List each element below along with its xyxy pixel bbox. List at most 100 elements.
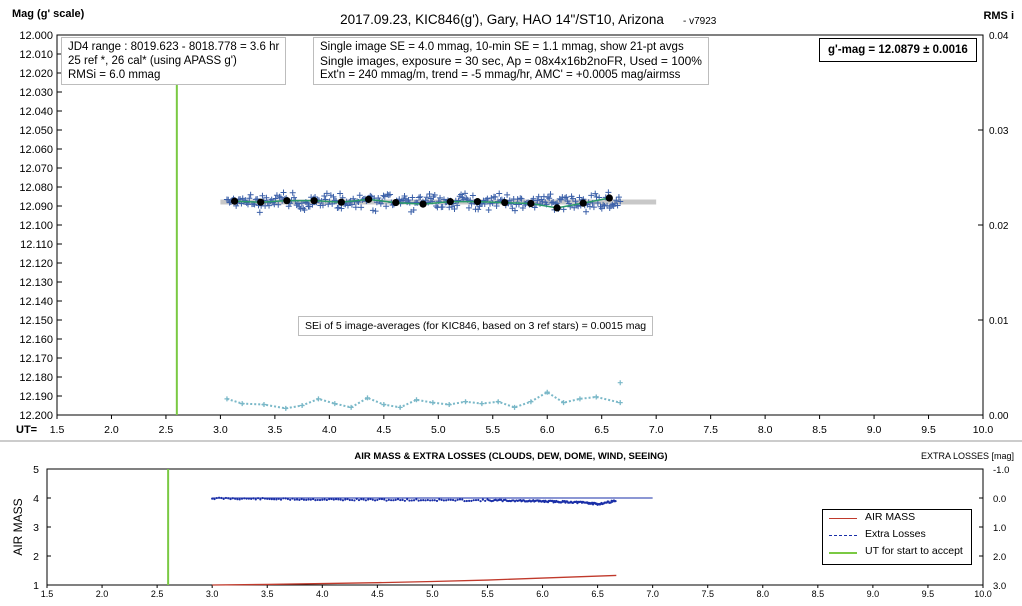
extra-losses-point	[330, 497, 333, 501]
extra-losses-point	[295, 498, 299, 501]
bottom-y2-tick-label: 1.0	[993, 523, 1006, 534]
y-tick-label: 12.130	[19, 277, 53, 289]
rms-outlier-point	[617, 380, 623, 386]
extra-losses-point	[461, 498, 464, 501]
single-image-point	[356, 192, 363, 199]
bottom-y2-tick-label: 0.0	[993, 494, 1006, 505]
extra-losses-point	[263, 497, 267, 500]
y-tick-label: 12.060	[19, 144, 53, 156]
y-tick-label: 12.180	[19, 372, 53, 384]
extra-losses-point	[431, 499, 434, 502]
extra-losses-point	[435, 499, 439, 502]
single-image-point	[426, 191, 433, 198]
y2-tick-label: 0.03	[989, 126, 1009, 137]
single-image-point	[385, 192, 392, 199]
x-axis-prefix: UT=	[16, 424, 37, 436]
jd-range-box: JD4 range : 8019.623 - 8018.778 = 3.6 hr…	[61, 37, 287, 85]
extra-losses-point	[344, 498, 347, 501]
extra-losses-point	[254, 498, 257, 501]
extra-losses-point	[357, 498, 361, 502]
extra-losses-point	[240, 497, 244, 500]
bottom-y2-tick-label: 2.0	[993, 552, 1006, 563]
average-point	[605, 194, 613, 202]
single-image-point	[558, 196, 565, 203]
single-image-point	[276, 193, 283, 200]
single-image-point	[548, 199, 555, 206]
x-tick-label: 5.5	[485, 424, 500, 436]
y-tick-label: 12.150	[19, 315, 53, 327]
single-image-point	[613, 197, 620, 204]
single-image-point	[544, 193, 551, 200]
single-image-point	[330, 193, 337, 200]
ref-stars-line: 25 ref *, 26 cal* (using APASS g')	[68, 55, 237, 67]
y2-tick-label: 0.01	[989, 316, 1009, 327]
single-image-point	[462, 190, 469, 197]
extra-losses-point	[316, 498, 319, 502]
single-image-point	[496, 190, 503, 197]
extra-losses-point	[284, 497, 287, 500]
sei-box: SEi of 5 image-averages (for KIC846, bas…	[298, 316, 654, 336]
single-image-point	[475, 206, 482, 213]
y2-tick-label: 0.04	[989, 31, 1009, 42]
x-tick-label: 2.0	[104, 424, 119, 436]
bottom-x-tick-label: 3.5	[261, 589, 274, 599]
y-tick-label: 12.010	[19, 49, 53, 61]
extra-losses-point	[378, 497, 381, 501]
single-image-point	[401, 192, 408, 199]
extra-losses-point	[348, 498, 351, 502]
se-line-2: Single images, exposure = 30 sec, Ap = 0…	[320, 54, 702, 68]
extra-losses-point	[415, 498, 418, 501]
extra-losses-point	[563, 499, 566, 503]
x-tick-label: 7.5	[703, 424, 718, 436]
x-tick-label: 3.5	[268, 424, 283, 436]
average-point	[310, 197, 318, 205]
y-tick-label: 12.120	[19, 258, 53, 270]
x-tick-label: 10.0	[973, 424, 994, 436]
single-image-point	[590, 204, 597, 211]
single-image-point	[372, 208, 379, 215]
average-point	[527, 199, 535, 208]
extra-losses-point	[300, 497, 303, 501]
extra-losses-point	[252, 497, 255, 500]
extra-losses-point	[279, 498, 283, 501]
bottom-x-tick-label: 4.0	[316, 589, 329, 599]
extra-losses-point	[406, 498, 409, 501]
bottom-y2-tick-label: 3.0	[993, 581, 1006, 592]
single-image-point	[489, 200, 496, 207]
y-tick-label: 12.000	[19, 30, 53, 42]
extra-losses-point	[309, 498, 312, 501]
extra-losses-point	[312, 497, 315, 501]
extra-losses-point	[328, 498, 331, 501]
extra-losses-point	[458, 498, 462, 501]
single-image-point	[583, 208, 590, 215]
single-image-point	[455, 197, 462, 204]
single-image-point	[484, 195, 491, 202]
extra-losses-point	[424, 499, 427, 502]
extra-losses-point	[465, 499, 468, 503]
bottom-x-tick-label: 4.5	[371, 589, 384, 599]
extra-losses-point	[408, 499, 411, 502]
legend-swatch-extra-losses	[829, 535, 857, 536]
extra-losses-point	[261, 496, 264, 500]
single-image-point	[437, 194, 444, 201]
single-image-point	[600, 201, 607, 208]
x-tick-label: 6.5	[594, 424, 609, 436]
y-tick-label: 12.040	[19, 106, 53, 118]
average-point	[364, 195, 373, 203]
single-image-point	[344, 202, 351, 209]
extra-losses-point	[442, 499, 445, 502]
single-image-point	[518, 195, 525, 202]
single-image-point	[594, 200, 601, 207]
extra-losses-point	[412, 499, 416, 502]
extra-losses-point	[445, 499, 448, 502]
extra-losses-point	[215, 496, 218, 500]
single-image-point	[289, 189, 296, 196]
single-image-point	[383, 203, 390, 210]
single-image-point	[380, 192, 387, 199]
extra-losses-point	[224, 496, 228, 500]
single-image-point	[504, 191, 511, 198]
single-image-point	[294, 200, 301, 207]
bottom-x-tick-label: 1.5	[41, 589, 54, 599]
y-tick-label: 12.090	[19, 201, 53, 213]
x-tick-label: 3.0	[213, 424, 228, 436]
